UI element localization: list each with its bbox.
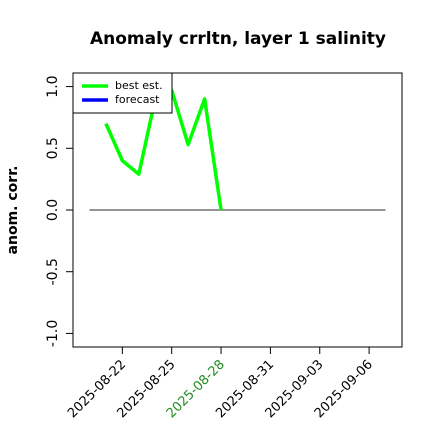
legend-label: best est. [115, 79, 163, 92]
legend-label: forecast [115, 93, 160, 106]
y-tick-label: 0.0 [45, 199, 61, 221]
legend-box [72, 72, 173, 114]
y-tick-label: 1.0 [45, 75, 61, 97]
y-tick-label: -1.0 [45, 320, 61, 347]
y-tick-label: -0.5 [45, 258, 61, 285]
chart-title: Anomaly crrltn, layer 1 salinity [90, 29, 386, 49]
y-tick-label: 0.5 [45, 137, 61, 159]
y-axis-label: anom. corr. [5, 166, 21, 255]
